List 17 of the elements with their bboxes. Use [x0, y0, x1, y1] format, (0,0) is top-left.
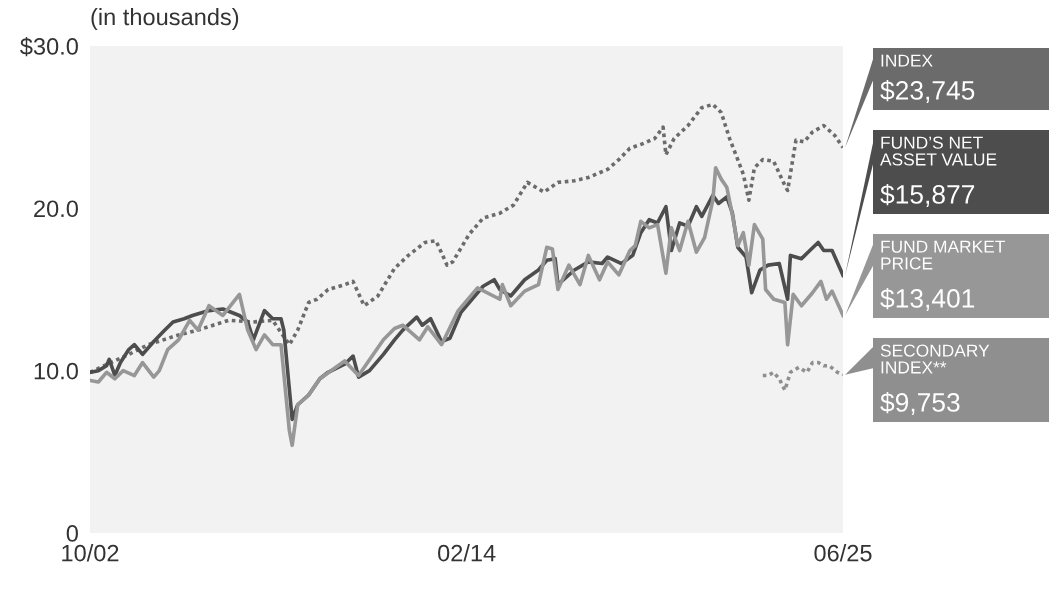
text: FUND MARKET PRICE — [881, 240, 1005, 270]
text: INDEX — [881, 54, 933, 67]
y-axis-title: (in thousands) — [91, 8, 239, 30]
text: $23,745 — [880, 79, 975, 103]
y-tick-label: $30.0 — [20, 37, 78, 57]
y-tick-label: 0 — [66, 525, 78, 542]
x-tick-label: 10/02 — [62, 544, 119, 562]
x-tick-label: 06/25 — [814, 544, 872, 562]
legend-label: SECONDARY INDEX** — [880, 344, 990, 374]
y-tick-label: 20.0 — [34, 200, 78, 218]
line-series — [90, 165, 843, 448]
text: $13,401 — [880, 287, 975, 311]
text: FUND’S NET ASSET VALUE — [880, 136, 997, 166]
text: $15,877 — [880, 183, 975, 207]
y-tick-label: 10.0 — [34, 362, 78, 380]
text: $9,753 — [880, 391, 960, 415]
x-tick-label: 02/14 — [438, 544, 496, 562]
